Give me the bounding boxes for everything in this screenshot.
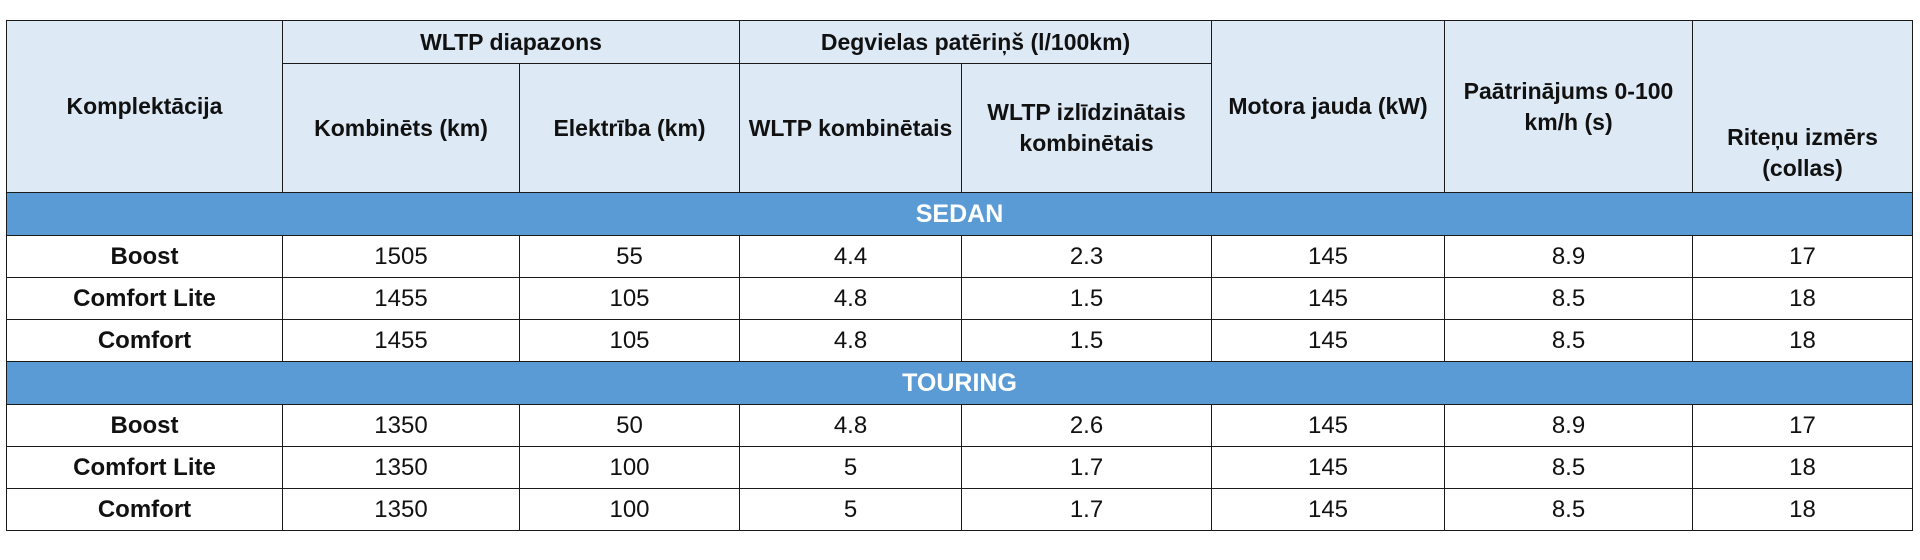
table-cell: 1.7 [961, 488, 1213, 531]
header-row-2: Kombinēts (km) Elektrība (km) WLTP kombi… [7, 63, 1913, 193]
table-cell: 1350 [282, 488, 520, 531]
table-cell: 18 [1692, 277, 1914, 320]
table-cell: 4.8 [739, 319, 963, 362]
table-cell: 145 [1211, 319, 1446, 362]
table-cell: 145 [1211, 488, 1446, 531]
table-cell: 1455 [282, 319, 520, 362]
table-cell: 8.5 [1444, 488, 1694, 531]
header-acceleration: Paātrinājums 0-100 km/h (s) [1444, 20, 1694, 193]
table-cell: 145 [1211, 446, 1446, 489]
table-cell: 8.5 [1444, 277, 1694, 320]
table-cell: 1.7 [961, 446, 1213, 489]
table-cell: 145 [1211, 235, 1446, 278]
table-cell: 105 [518, 319, 741, 362]
header-wltp-weighted: WLTP izlīdzinātais kombinētais [961, 63, 1213, 193]
table-cell: 50 [518, 404, 741, 447]
trim-name-cell: Comfort Lite [6, 277, 283, 320]
table-cell: 2.6 [961, 404, 1213, 447]
table-cell: 55 [518, 235, 741, 278]
trim-name-cell: Boost [6, 404, 283, 447]
table-cell: 100 [518, 488, 741, 531]
table-cell: 145 [1211, 277, 1446, 320]
table-cell: 8.5 [1444, 446, 1694, 489]
header-wltp-combined: WLTP kombinētais [739, 63, 963, 193]
table-cell: 8.9 [1444, 404, 1694, 447]
table-cell: 5 [739, 488, 963, 531]
table-cell: 8.5 [1444, 319, 1694, 362]
table-cell: 1.5 [961, 319, 1213, 362]
table-cell: 1350 [282, 404, 520, 447]
trim-name-cell: Comfort Lite [6, 446, 283, 489]
table-row: Boost 1350 50 4.8 2.6 145 8.9 17 [6, 404, 1914, 447]
table-cell: 100 [518, 446, 741, 489]
table-cell: 1.5 [961, 277, 1213, 320]
table-cell: 1505 [282, 235, 520, 278]
table-row: Comfort Lite 1350 100 5 1.7 145 8.5 18 [6, 446, 1914, 489]
header-wheel-size: Riteņu izmērs (collas) [1692, 20, 1914, 193]
spec-table: Komplektācija WLTP diapazons Degvielas p… [5, 20, 1914, 531]
header-komplektacija: Komplektācija [6, 20, 283, 193]
section-row: SEDAN [5, 192, 1914, 236]
table-cell: 18 [1692, 446, 1914, 489]
table-cell: 4.4 [739, 235, 963, 278]
table-cell: 1455 [282, 277, 520, 320]
trim-name-cell: Boost [6, 235, 283, 278]
header-motor-power: Motora jauda (kW) [1211, 20, 1446, 193]
table-cell: 1350 [282, 446, 520, 489]
table-row: Comfort 1350 100 5 1.7 145 8.5 18 [6, 488, 1914, 531]
trim-name-cell: Comfort [6, 488, 283, 531]
header-combined-km: Kombinēts (km) [282, 63, 520, 193]
section-title: SEDAN [5, 192, 1914, 236]
section-title: TOURING [5, 361, 1914, 405]
table-cell: 2.3 [961, 235, 1213, 278]
table-cell: 18 [1692, 319, 1914, 362]
table-cell: 17 [1692, 404, 1914, 447]
spec-table-container: Komplektācija WLTP diapazons Degvielas p… [5, 20, 1914, 531]
header-electric-km: Elektrība (km) [518, 63, 741, 193]
table-cell: 4.8 [739, 277, 963, 320]
table-cell: 145 [1211, 404, 1446, 447]
table-cell: 4.8 [739, 404, 963, 447]
header-row-1: Komplektācija WLTP diapazons Degvielas p… [6, 20, 1914, 193]
table-cell: 5 [739, 446, 963, 489]
trim-name-cell: Comfort [6, 319, 283, 362]
table-cell: 8.9 [1444, 235, 1694, 278]
table-row: Boost 1505 55 4.4 2.3 145 8.9 17 [6, 235, 1914, 278]
table-cell: 18 [1692, 488, 1914, 531]
table-row: Comfort 1455 105 4.8 1.5 145 8.5 18 [6, 319, 1914, 362]
section-row: TOURING [5, 361, 1914, 405]
table-row: Comfort Lite 1455 105 4.8 1.5 145 8.5 18 [6, 277, 1914, 320]
table-cell: 105 [518, 277, 741, 320]
header-wltp-range: WLTP diapazons [281, 20, 741, 64]
header-fuel-consumption: Degvielas patēriņš (l/100km) [739, 20, 1213, 64]
table-cell: 17 [1692, 235, 1914, 278]
table-body: SEDAN Boost 1505 55 4.4 2.3 145 8.9 17 Comfort Li… [5, 192, 1914, 531]
